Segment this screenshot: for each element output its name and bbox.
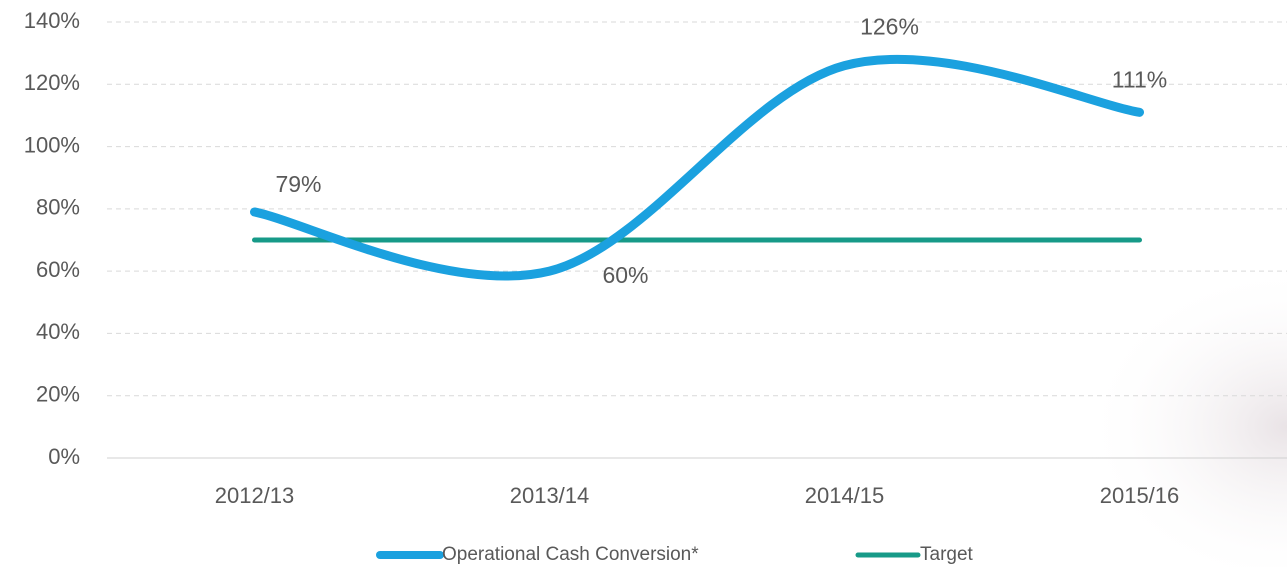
x-tick-label: 2012/13	[215, 483, 295, 508]
data-label: 79%	[275, 171, 321, 197]
y-tick-label: 80%	[36, 195, 80, 220]
legend-label: Target	[920, 544, 974, 565]
data-label: 126%	[860, 14, 919, 40]
y-tick-label: 140%	[24, 8, 80, 33]
y-tick-label: 60%	[36, 257, 80, 282]
data-label: 60%	[602, 262, 648, 288]
data-label: 111%	[1112, 66, 1167, 92]
y-tick-label: 0%	[48, 444, 80, 469]
x-tick-label: 2015/16	[1100, 483, 1180, 508]
legend-label: Operational Cash Conversion*	[442, 544, 699, 565]
line-series	[250, 54, 1144, 281]
x-tick-label: 2014/15	[805, 483, 885, 508]
y-tick-label: 100%	[24, 132, 80, 157]
x-tick-label: 2013/14	[510, 483, 590, 508]
y-tick-label: 120%	[24, 70, 80, 95]
y-tick-label: 20%	[36, 382, 80, 407]
y-tick-label: 40%	[36, 319, 80, 344]
